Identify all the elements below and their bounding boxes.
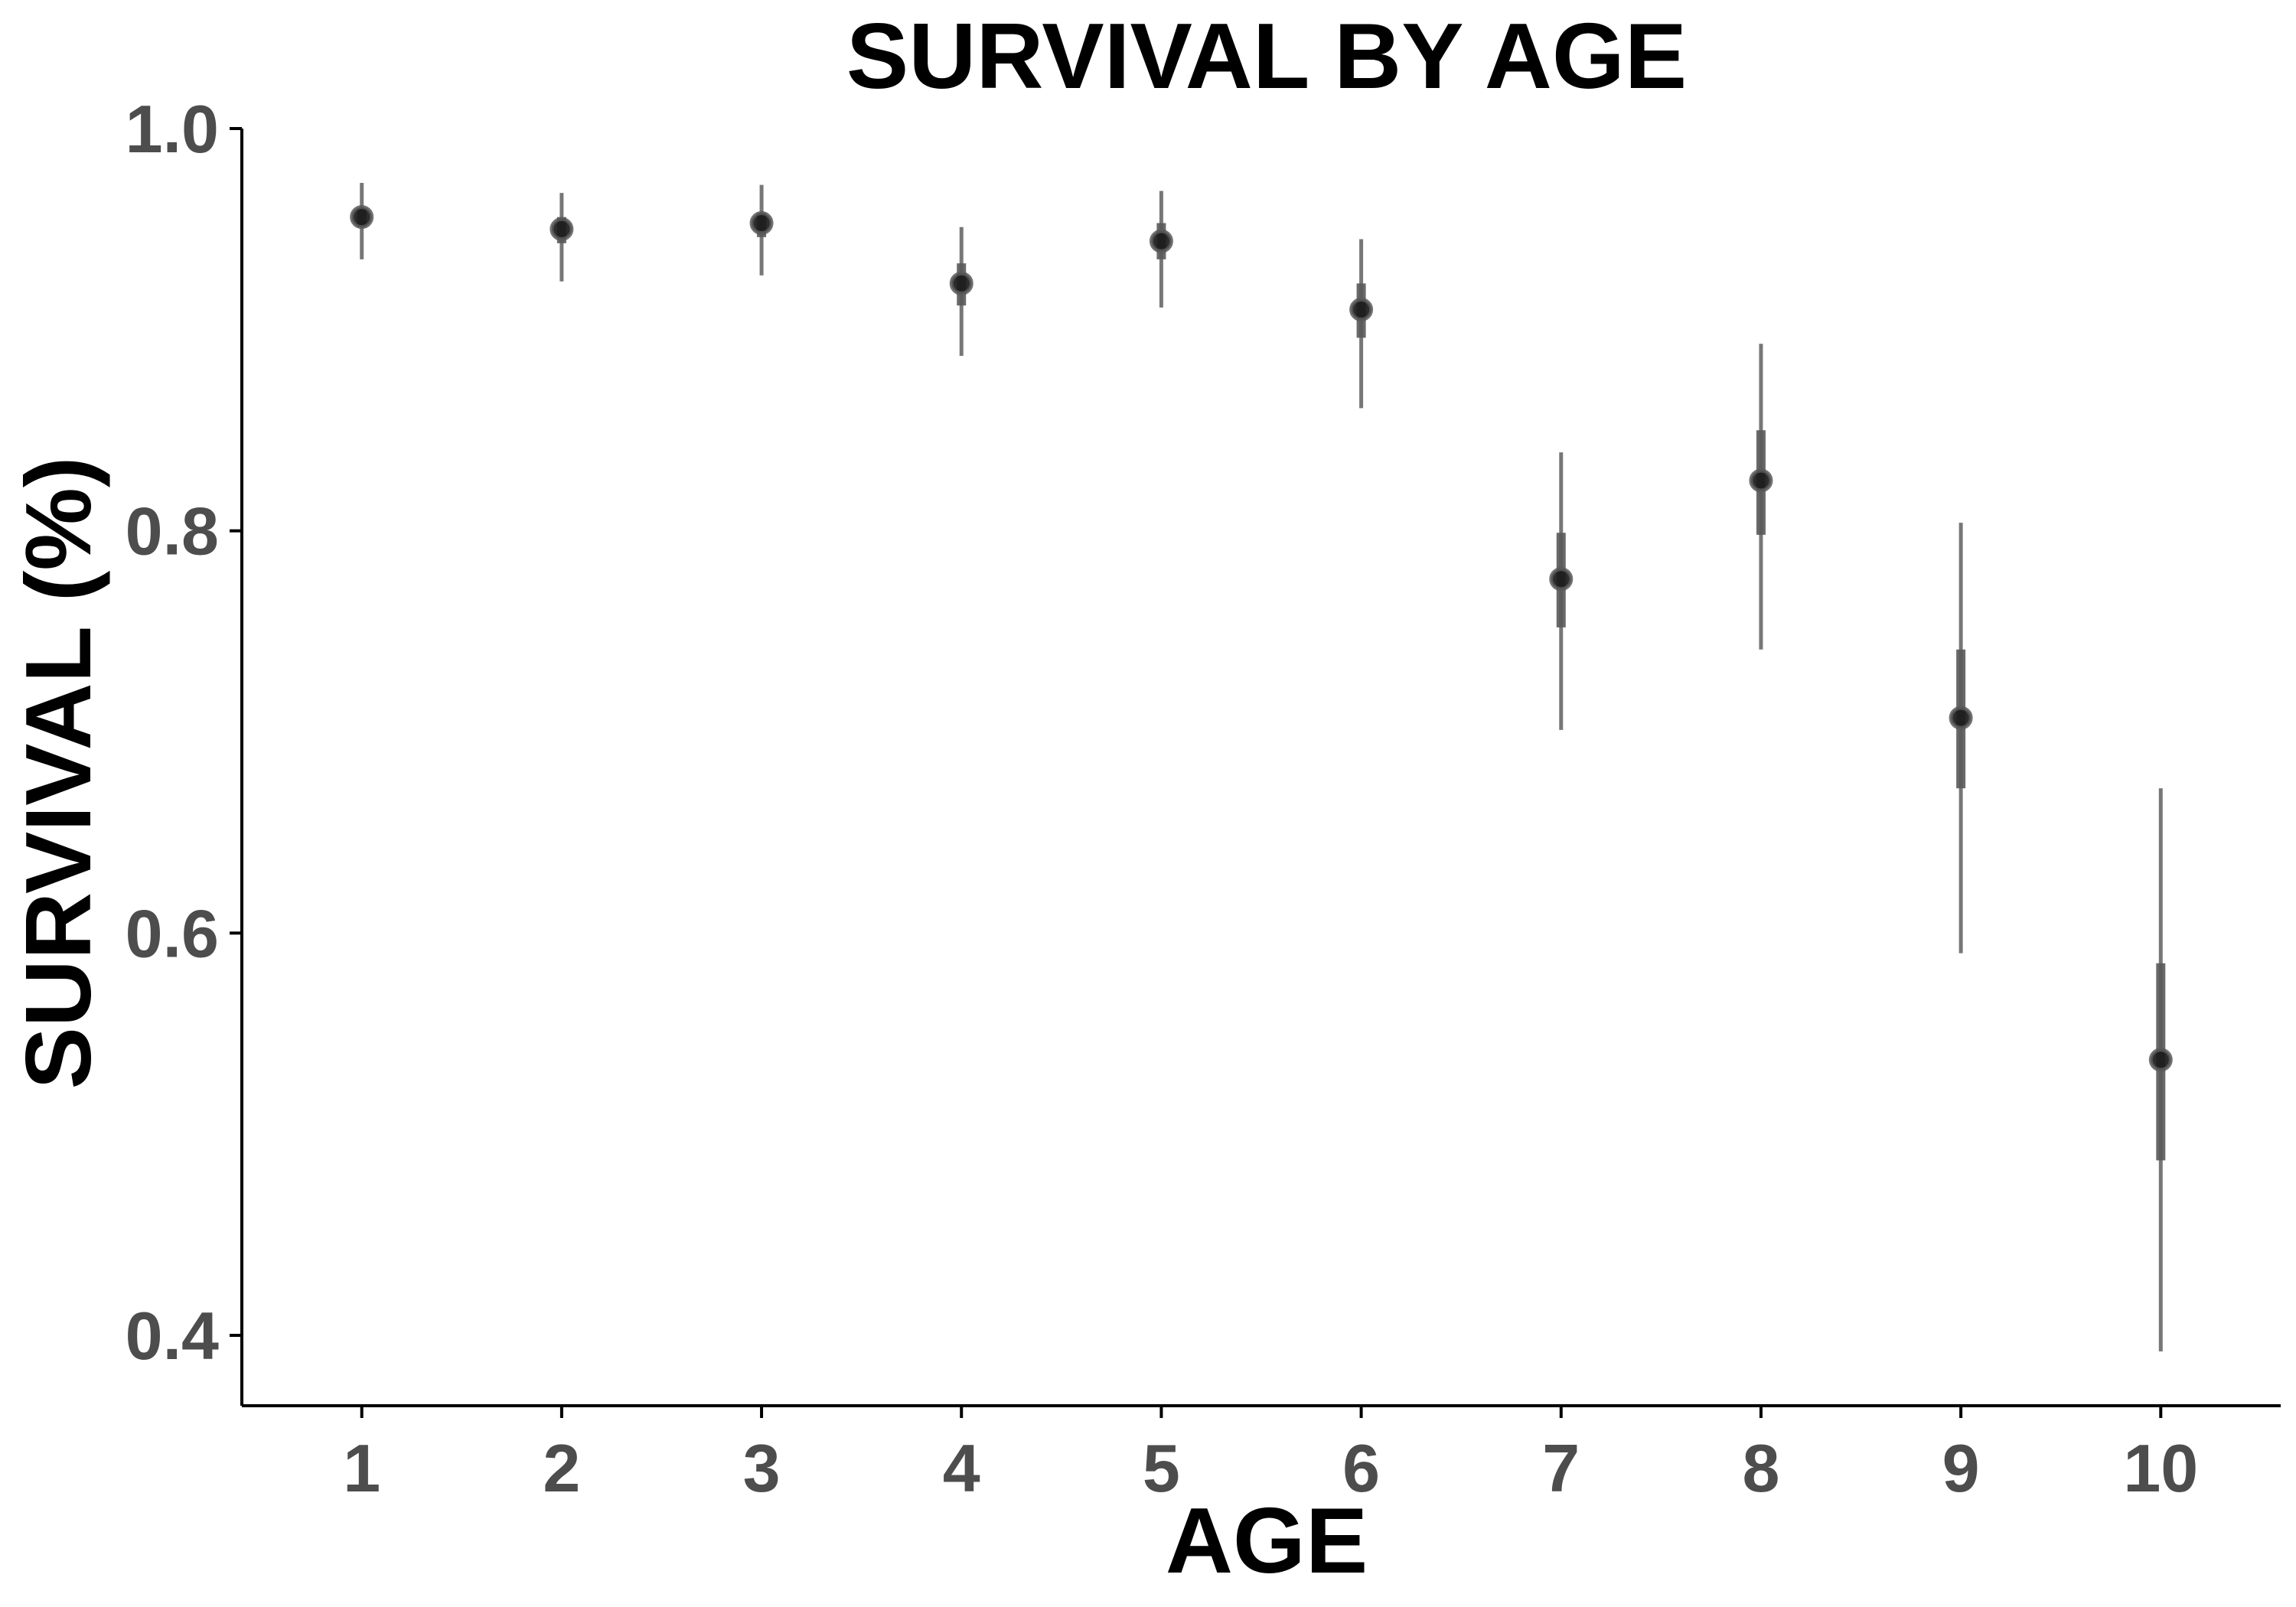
data-point-group xyxy=(1349,239,1374,409)
data-point-group xyxy=(1149,191,1173,308)
data-point-group xyxy=(1549,452,1574,730)
x-tick-label: 9 xyxy=(1942,1430,1980,1506)
data-point xyxy=(1349,298,1374,322)
data-marks xyxy=(350,182,2173,1352)
x-tick-label: 10 xyxy=(2123,1430,2198,1506)
x-axis-ticks: 1 2 3 4 5 6 7 8 9 10 xyxy=(343,1406,2198,1506)
x-tick-label: 2 xyxy=(543,1430,580,1506)
data-point-group xyxy=(749,184,774,275)
x-tick-label: 3 xyxy=(743,1430,781,1506)
x-tick-label: 1 xyxy=(343,1430,380,1506)
x-tick-label: 6 xyxy=(1342,1430,1380,1506)
data-point xyxy=(1549,567,1574,592)
data-point xyxy=(350,205,374,230)
chart-title: SURVIVAL BY AGE xyxy=(846,4,1687,108)
data-point-group xyxy=(949,227,974,357)
data-point-group xyxy=(550,193,574,282)
y-tick-label: 0.8 xyxy=(126,494,219,569)
y-axis-title: SURVIVAL (%) xyxy=(6,456,110,1089)
data-point-group xyxy=(350,182,374,259)
data-point xyxy=(2148,1048,2173,1072)
data-point-group xyxy=(1949,523,1973,953)
data-point xyxy=(949,271,974,295)
x-tick-label: 4 xyxy=(943,1430,980,1506)
x-axis-title: AGE xyxy=(1166,1488,1368,1592)
data-point xyxy=(1149,229,1173,253)
data-point xyxy=(1749,468,1773,493)
data-point xyxy=(550,217,574,241)
y-axis-ticks: 0.4 0.6 0.8 1.0 xyxy=(126,91,242,1374)
x-tick-label: 8 xyxy=(1742,1430,1779,1506)
data-point xyxy=(1949,706,1973,730)
data-point xyxy=(749,211,774,236)
y-tick-label: 0.6 xyxy=(126,895,219,971)
data-point-group xyxy=(1749,344,1773,650)
data-point-group xyxy=(2148,788,2173,1352)
x-tick-label: 5 xyxy=(1143,1430,1180,1506)
y-tick-label: 0.4 xyxy=(126,1298,219,1374)
x-tick-label: 7 xyxy=(1542,1430,1580,1506)
y-axis-title-group: SURVIVAL (%) xyxy=(6,456,110,1089)
y-tick-label: 1.0 xyxy=(126,91,219,167)
